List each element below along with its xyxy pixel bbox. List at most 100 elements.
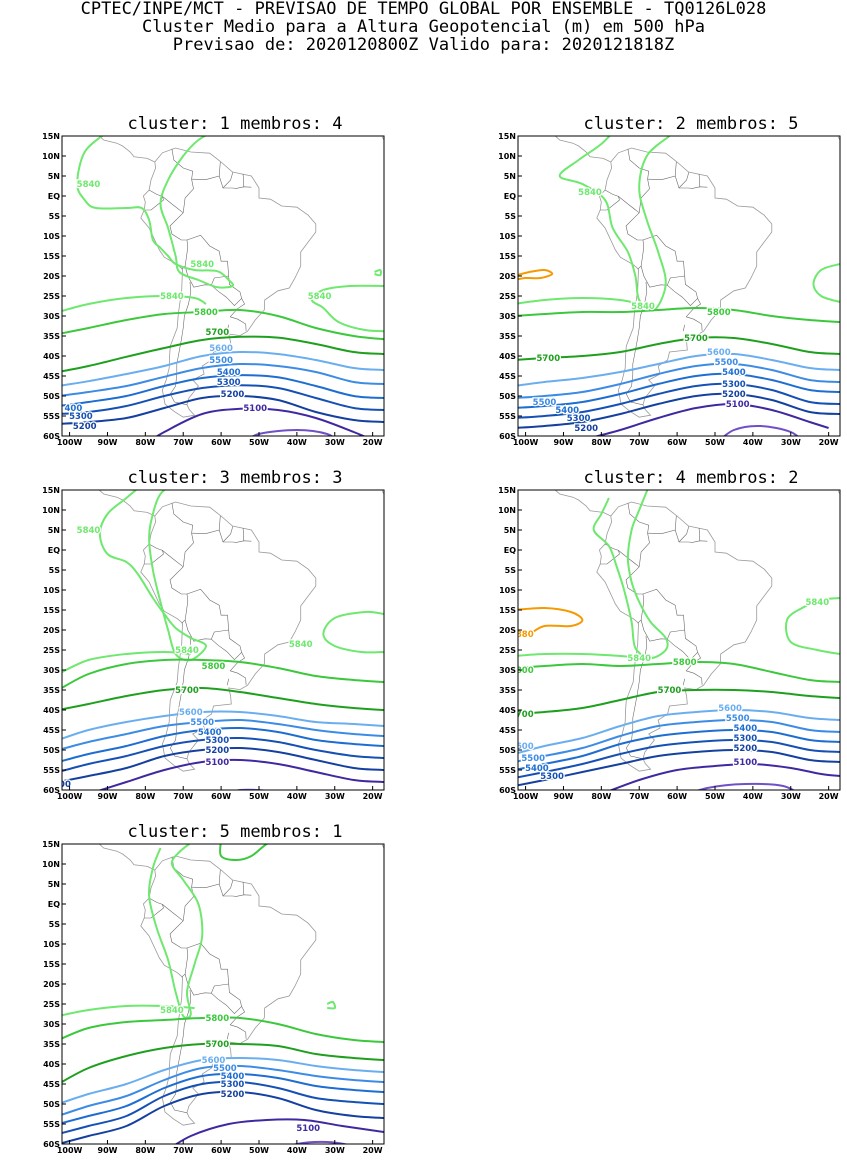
contour-label: 5800 — [202, 662, 226, 672]
lat-label: 20S — [499, 272, 516, 281]
lon-label: 90W — [554, 792, 574, 801]
cluster-panel-5: cluster: 5 membros: 1 5840 5800 5700 5600 55… — [22, 822, 408, 1157]
country-border — [218, 529, 252, 543]
country-border — [642, 588, 703, 685]
lon-label: 70W — [173, 1146, 193, 1155]
lon-label: 40W — [287, 438, 307, 447]
contour-label: 5200 — [221, 390, 245, 400]
lat-label: 35S — [499, 686, 516, 695]
geopotential-contour — [62, 374, 384, 407]
contour-label: 5500 — [521, 754, 545, 764]
map-background — [62, 490, 384, 790]
lat-label: 20S — [43, 626, 60, 635]
lon-label: 20W — [363, 438, 383, 447]
geopotential-contour — [518, 372, 840, 409]
geopotential-contour — [696, 782, 796, 790]
lat-label: 5N — [504, 526, 516, 535]
geopotential-contour — [310, 284, 384, 333]
lat-label: 60S — [43, 1140, 60, 1149]
lon-label: 50W — [705, 438, 725, 447]
country-border — [162, 904, 184, 922]
country-border — [698, 527, 701, 541]
geopotential-contour — [518, 352, 840, 387]
lat-label: 60S — [499, 432, 516, 441]
geopotential-contour — [518, 306, 840, 323]
contour-label: 5400 — [217, 368, 241, 378]
lat-label: 10N — [498, 506, 516, 515]
geopotential-contour — [518, 748, 840, 787]
lat-label: 15S — [43, 606, 60, 615]
country-border — [642, 234, 703, 331]
lon-label: 60W — [667, 438, 687, 447]
contour-label: 5400 — [733, 724, 757, 734]
lat-label: 35S — [43, 332, 60, 341]
geopotential-contour — [322, 610, 384, 654]
contour-label: 5500 — [533, 398, 557, 408]
geopotential-contour — [155, 407, 366, 436]
lon-label: 90W — [98, 1146, 118, 1155]
lon-label: 50W — [249, 792, 269, 801]
country-border — [625, 635, 648, 760]
country-border — [625, 281, 648, 406]
contour-label: 5840 — [160, 1006, 184, 1016]
geopotential-contour — [518, 652, 640, 659]
contour-label: 5300 — [733, 734, 757, 744]
contour-label: 5100 — [726, 400, 750, 410]
country-border — [191, 869, 221, 888]
contour-label: 5500 — [726, 714, 750, 724]
country-border — [191, 161, 221, 180]
geopotential-contour — [250, 428, 334, 436]
header-line-3: Previsao de: 2020120800Z Valido para: 20… — [172, 35, 675, 55]
geopotential-contour — [518, 268, 554, 281]
lat-label: 10N — [42, 506, 60, 515]
lat-label: EQ — [504, 192, 516, 201]
geopotential-contour — [62, 710, 384, 740]
lat-label: 60S — [43, 432, 60, 441]
country-border — [674, 529, 708, 543]
lat-label: 45S — [43, 1080, 60, 1089]
geopotential-contour — [62, 1064, 384, 1116]
geopotential-contour — [518, 708, 840, 755]
country-border — [211, 992, 242, 1015]
geopotential-contour — [62, 294, 207, 312]
cluster-title: cluster: 2 membros: 5 — [583, 114, 799, 134]
lon-label: 20W — [819, 792, 839, 801]
lon-label: 100W — [57, 438, 83, 447]
cluster-title: cluster: 4 membros: 2 — [583, 468, 799, 488]
lat-label: 25S — [43, 292, 60, 301]
map-background — [62, 844, 384, 1144]
country-border — [162, 196, 184, 214]
lat-label: EQ — [504, 546, 516, 555]
geopotential-contour — [609, 762, 840, 790]
lon-label: 70W — [173, 792, 193, 801]
lat-label: EQ — [48, 546, 60, 555]
map-frame — [517, 489, 841, 791]
map-layer: 5840584058005700570056005500540053005200… — [518, 136, 840, 436]
lat-label: 45S — [43, 372, 60, 381]
contour-label: 5500 — [715, 358, 739, 368]
cluster-title: cluster: 1 membros: 4 — [127, 114, 343, 134]
coastline — [140, 501, 317, 772]
geopotential-contour — [76, 136, 235, 289]
country-border — [600, 543, 620, 565]
country-border — [171, 148, 194, 213]
lon-label: 50W — [249, 1146, 269, 1155]
lat-label: 5N — [48, 880, 60, 889]
contour-label: 5600 — [202, 1056, 226, 1066]
contour-label: 5100 — [733, 758, 757, 768]
country-border — [667, 638, 698, 661]
geopotential-contour — [62, 350, 384, 387]
country-border — [169, 989, 192, 1114]
contour-label: 5700 — [658, 686, 682, 696]
contour-label: 5100 — [296, 1124, 320, 1134]
contour-label: 5700 — [510, 710, 534, 720]
country-border — [186, 234, 247, 331]
contour-label: 5700 — [536, 354, 560, 364]
lon-label: 20W — [819, 438, 839, 447]
lon-label: 40W — [287, 792, 307, 801]
coastline — [98, 844, 155, 871]
figure-header: CPTEC/INPE/MCT - PREVISAO DE TEMPO GLOBA… — [0, 0, 847, 54]
contour-label: 5800 — [205, 1014, 229, 1024]
lat-label: 50S — [499, 392, 516, 401]
